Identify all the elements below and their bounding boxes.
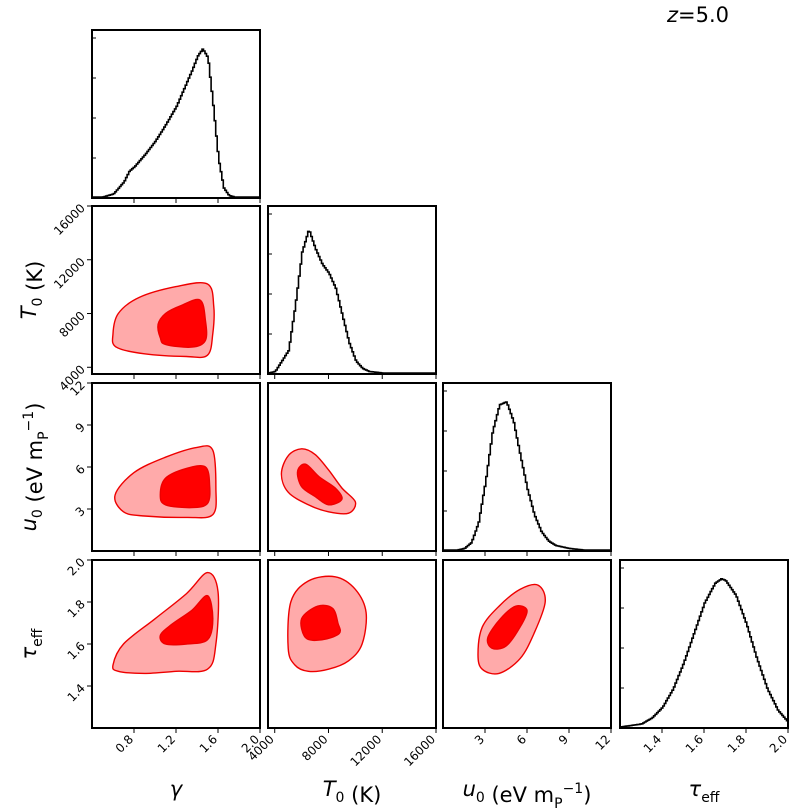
- xtick-label-gamma: 1.6: [197, 732, 220, 755]
- panel-frame-r3-c1: [267, 559, 437, 729]
- xaxis-label-gamma: γ: [170, 777, 184, 801]
- contour-inner-T0-tau_eff: [300, 604, 341, 642]
- panel-frame-r3-c3: [619, 559, 789, 729]
- xtick-label-tau_eff: 1.4: [641, 732, 664, 755]
- xtick-label-T0: 12000: [347, 732, 384, 769]
- ytick-label-T0: 8000: [56, 309, 87, 340]
- contour-inner-gamma-T0: [157, 298, 208, 348]
- contour-panel-T0-u0: [280, 448, 357, 515]
- yaxis-label-T0: T0 (K): [17, 261, 47, 320]
- xtick-label-T0: 16000: [401, 732, 438, 769]
- xtick-label-gamma: 1.2: [155, 732, 178, 755]
- contour-inner-gamma-tau_eff: [159, 594, 214, 646]
- ytick-label-T0: 16000: [51, 201, 88, 238]
- panel-frame-r1-c1: [267, 205, 437, 375]
- contour-panel-gamma-T0: [111, 281, 215, 359]
- marginal-hist-T0: [268, 230, 436, 374]
- xtick-label-u0: 6: [514, 732, 529, 747]
- yaxis-label-tau_eff: τeff: [17, 628, 46, 659]
- marginal-hist-gamma: [92, 48, 260, 198]
- ytick-label-T0: 12000: [51, 255, 88, 292]
- ytick-label-u0: 6: [73, 462, 88, 477]
- panel-frame-r2-c1: [267, 382, 437, 552]
- xtick-label-tau_eff: 1.6: [683, 732, 706, 755]
- xtick-label-tau_eff: 1.8: [725, 732, 748, 755]
- xtick-label-tau_eff: 2.0: [767, 732, 790, 755]
- ytick-label-tau_eff: 1.8: [65, 597, 88, 620]
- ytick-label-u0: 3: [73, 504, 88, 519]
- xtick-label-u0: 3: [472, 732, 487, 747]
- contour-panel-gamma-tau_eff: [112, 571, 220, 675]
- ytick-label-tau_eff: 1.4: [65, 681, 88, 704]
- xtick-label-T0: 8000: [299, 732, 330, 763]
- contour-inner-gamma-u0: [159, 465, 211, 509]
- contour-inner-T0-u0: [296, 463, 343, 506]
- contour-panel-T0-tau_eff: [287, 575, 368, 673]
- contour-outer-gamma-tau_eff: [112, 571, 220, 675]
- ytick-label-tau_eff: 1.6: [65, 639, 88, 662]
- marginal-hist-u0: [443, 401, 611, 551]
- marginal-hist-tau_eff: [620, 578, 789, 728]
- xtick-label-u0: 12: [592, 732, 613, 753]
- xaxis-label-u0: u0 (eV mP−1): [463, 777, 592, 811]
- panel-frame-r2-c2: [442, 382, 612, 552]
- panel-frame-r0-c0: [91, 29, 261, 199]
- ytick-label-u0: 9: [73, 420, 88, 435]
- xaxis-label-tau_eff: τeff: [689, 777, 720, 806]
- xtick-label-gamma: 0.8: [113, 732, 136, 755]
- redshift-label: z=5.0: [666, 3, 729, 27]
- contour-panel-u0-tau_eff: [477, 583, 546, 675]
- contour-inner-u0-tau_eff: [486, 605, 528, 650]
- xaxis-label-T0: T0 (K): [323, 777, 382, 807]
- contour-panel-gamma-u0: [114, 445, 217, 519]
- xtick-label-u0: 9: [556, 732, 571, 747]
- yaxis-label-u0: u0 (eV mP−1): [17, 403, 52, 532]
- ytick-label-tau_eff: 2.0: [65, 555, 88, 578]
